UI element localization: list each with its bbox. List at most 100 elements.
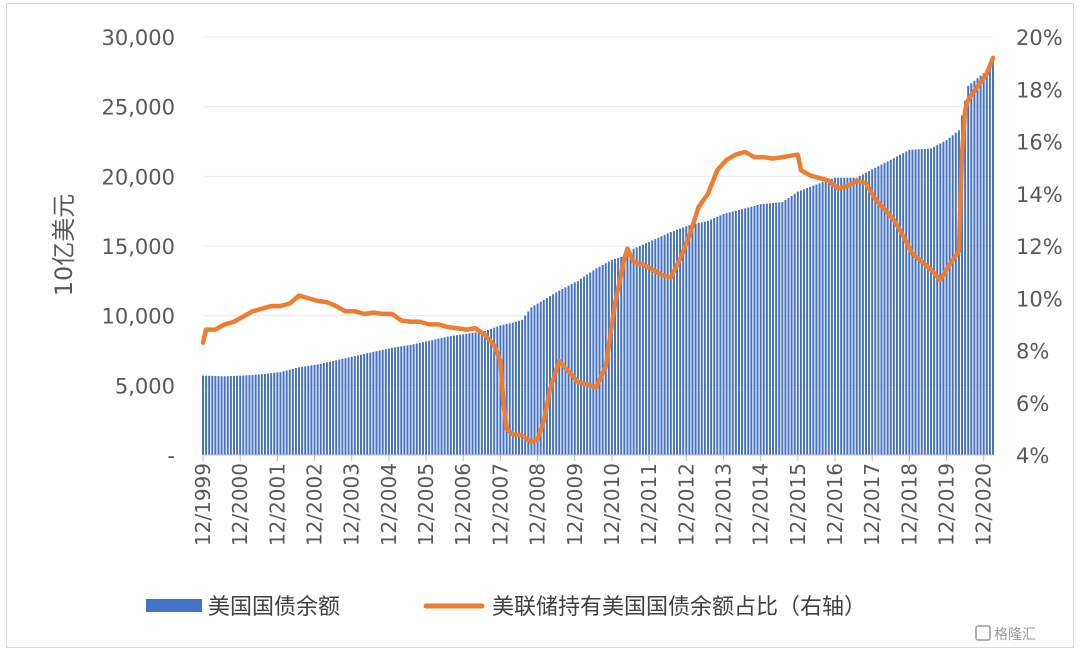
- bar: [961, 115, 964, 456]
- bar: [806, 188, 809, 455]
- bar: [868, 171, 871, 456]
- bar: [815, 184, 818, 456]
- bar: [313, 364, 316, 455]
- x-tick-label: 12/2019: [935, 463, 959, 546]
- bar: [341, 358, 344, 455]
- bar: [765, 203, 768, 455]
- bar: [799, 190, 802, 455]
- bar: [291, 368, 294, 455]
- bar: [895, 156, 898, 456]
- y-tick-label: 25,000: [102, 96, 175, 120]
- bar: [576, 280, 579, 455]
- bar: [710, 219, 713, 455]
- bar: [793, 193, 796, 455]
- legend-label-line: 美联储持有美国国债余额占比（右轴）: [492, 595, 866, 620]
- y2-tick-label: 8%: [1016, 340, 1049, 364]
- bar: [279, 372, 282, 455]
- bar: [248, 375, 251, 455]
- bar: [511, 322, 514, 455]
- bar: [951, 135, 954, 456]
- bar: [892, 158, 895, 455]
- bar: [406, 345, 409, 455]
- bar: [202, 375, 204, 455]
- bar: [518, 320, 520, 455]
- bar: [232, 375, 235, 455]
- bar: [381, 349, 384, 455]
- bar: [976, 78, 979, 456]
- bar: [273, 372, 276, 455]
- bar: [638, 245, 641, 455]
- x-tick-label: 12/2006: [451, 463, 475, 546]
- bar: [772, 203, 775, 455]
- x-tick-label: 12/2007: [488, 463, 512, 546]
- bar: [400, 346, 403, 455]
- bar: [679, 228, 682, 455]
- bar: [263, 373, 266, 455]
- bar: [601, 264, 604, 455]
- bar: [834, 177, 836, 456]
- bar: [737, 209, 740, 455]
- x-tick-label: 12/2018: [897, 463, 921, 546]
- y-axis-right: 4% 6% 8% 10% 12% 14% 16% 18% 20%: [1016, 26, 1063, 468]
- bar: [874, 167, 877, 455]
- bar: [592, 270, 595, 455]
- x-tick-label: 12/2017: [860, 463, 884, 546]
- bar: [697, 223, 700, 455]
- bar: [936, 145, 939, 455]
- bar: [830, 178, 833, 455]
- bar: [629, 251, 632, 455]
- bar: [861, 174, 864, 455]
- bar: [908, 149, 911, 456]
- bar: [387, 348, 390, 455]
- bar: [781, 202, 784, 455]
- legend-label-bar: 美国国债余额: [208, 595, 340, 620]
- bar: [301, 366, 304, 455]
- bar: [573, 282, 576, 455]
- x-tick-label: 12/2000: [228, 463, 252, 546]
- bar: [335, 360, 338, 455]
- y-tick-label: 30,000: [102, 26, 175, 50]
- bar: [319, 363, 322, 455]
- bar: [276, 372, 279, 455]
- bar: [316, 364, 319, 455]
- bar: [731, 211, 734, 455]
- bar: [403, 345, 406, 455]
- bar: [973, 80, 976, 456]
- bar: [397, 346, 400, 455]
- bar: [542, 299, 545, 455]
- bar: [762, 203, 765, 455]
- y2-tick-label: 20%: [1016, 26, 1063, 50]
- bar: [304, 366, 307, 455]
- bar: [923, 148, 926, 456]
- x-tick-label: 12/2012: [674, 463, 698, 546]
- bar: [242, 375, 245, 455]
- bar: [267, 373, 270, 455]
- bar: [548, 296, 551, 455]
- bar: [706, 220, 709, 455]
- bar: [425, 341, 428, 455]
- bar: [394, 347, 397, 455]
- x-axis: 12/1999 12/2000 12/2001 12/2002 12/2003 12/20…: [191, 454, 996, 546]
- bar: [768, 203, 771, 455]
- bar: [784, 200, 787, 455]
- bar: [930, 148, 933, 455]
- bar: [641, 244, 644, 455]
- bar: [205, 375, 208, 455]
- bar: [579, 278, 582, 455]
- bar: [378, 350, 381, 455]
- bar: [260, 374, 263, 455]
- bar: [691, 224, 694, 455]
- bar: [350, 356, 353, 455]
- bar-series: [202, 62, 994, 456]
- bar: [917, 149, 920, 455]
- bar: [421, 342, 424, 455]
- bar: [390, 347, 393, 455]
- bar: [496, 326, 499, 455]
- y2-tick-label: 4%: [1016, 444, 1049, 468]
- y-tick-label: 5,000: [115, 374, 175, 398]
- y2-tick-label: 16%: [1016, 131, 1063, 155]
- bar: [964, 100, 967, 455]
- bar: [409, 344, 412, 455]
- bar: [589, 272, 592, 455]
- watermark: 格隆汇: [975, 625, 1036, 643]
